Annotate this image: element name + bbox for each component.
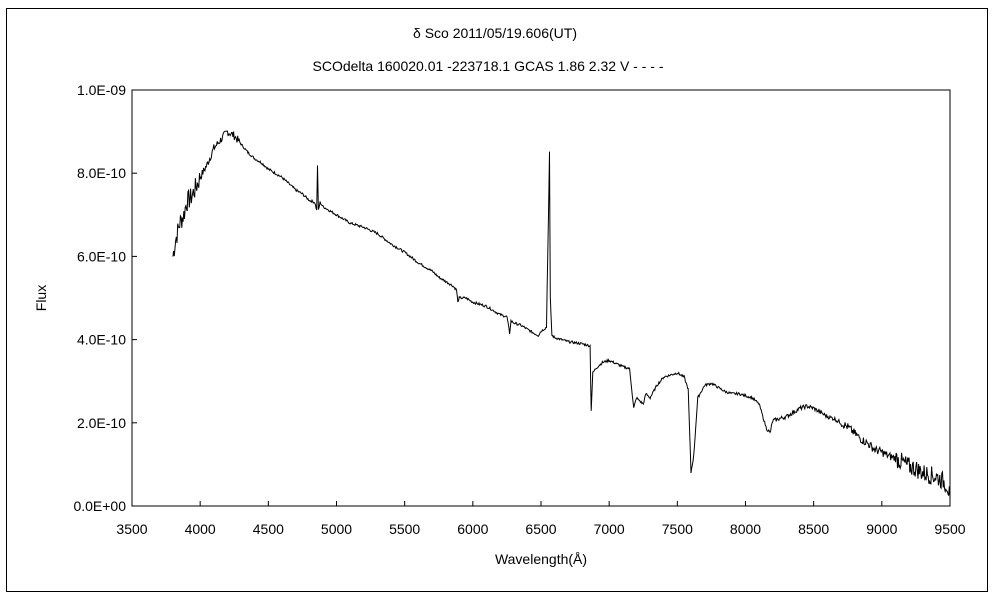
y-tick-label: 1.0E-09	[77, 82, 126, 98]
x-tick-label: 3500	[116, 521, 147, 537]
x-tick-label: 9500	[934, 521, 965, 537]
spectrum-line	[172, 130, 951, 498]
x-tick-label: 6500	[525, 521, 556, 537]
y-tick-label: 4.0E-10	[77, 332, 126, 348]
y-axis-label: Flux	[33, 285, 49, 311]
x-tick-label: 4000	[185, 521, 216, 537]
x-tick-label: 7000	[594, 521, 625, 537]
y-tick-label: 8.0E-10	[77, 165, 126, 181]
x-tick-label: 4500	[253, 521, 284, 537]
plot-area	[131, 89, 951, 507]
x-tick-label: 7500	[662, 521, 693, 537]
x-tick-label: 6000	[457, 521, 488, 537]
chart-subtitle: SCOdelta 160020.01 -223718.1 GCAS 1.86 2…	[313, 58, 664, 74]
chart-frame	[6, 8, 988, 592]
y-axis: 0.0E+00 2.0E-10 4.0E-10 6.0E-10 8.0E-10 1.0E-…	[73, 82, 137, 514]
x-axis: 3500 4000 4500 5000 5500 6000 6500 7000 7500 8000…	[116, 501, 966, 537]
x-tick-label: 9000	[866, 521, 897, 537]
y-tick-label: 2.0E-10	[77, 415, 126, 431]
x-tick-label: 5000	[321, 521, 352, 537]
y-tick-label: 0.0E+00	[73, 498, 126, 514]
x-axis-label: Wavelength(Å)	[495, 551, 587, 567]
x-tick-label: 8000	[730, 521, 761, 537]
y-tick-label: 6.0E-10	[77, 248, 126, 264]
x-tick-label: 5500	[389, 521, 420, 537]
chart-title: δ Sco 2011/05/19.606(UT)	[413, 25, 577, 41]
x-tick-label: 8500	[798, 521, 829, 537]
